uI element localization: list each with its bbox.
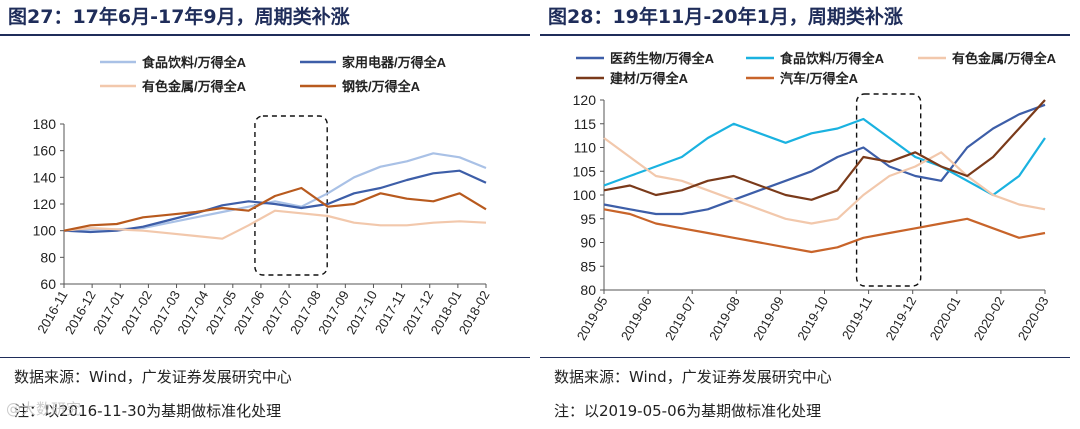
legend-label-1: 食品饮料/万得全A — [142, 55, 247, 70]
series-line-4 — [63, 186, 487, 232]
legend-label-3: 有色金属/万得全A — [952, 51, 1057, 66]
y-tick-label: 110 — [574, 140, 597, 156]
y-tick-label: 120 — [573, 92, 597, 108]
legend-label-5: 汽车/万得全A — [780, 71, 859, 86]
legend-label-2: 食品饮料/万得全A — [780, 51, 885, 66]
source-text: 数据来源：Wind，广发证券发展研究中心 — [554, 368, 832, 386]
chart-panel-1: 图27：17年6月-17年9月，周期类补涨 60 80 100 120 140 160 18… — [0, 6, 530, 420]
x-tick-label: 2019-05 — [574, 294, 611, 343]
y-tick-label: 105 — [573, 163, 597, 179]
y-tick-label: 95 — [580, 211, 596, 227]
chart-title: 图28：19年11月-20年1月，周期类补涨 — [548, 6, 903, 28]
series-line-4 — [603, 99, 1046, 201]
y-tick-label: 140 — [33, 169, 57, 185]
chart-1-svg: 60801001201401601802016-112016-122017-01… — [33, 55, 493, 337]
y-tick-label: 80 — [40, 249, 56, 265]
y-tick-label: 60 — [40, 276, 56, 292]
x-tick-label: 2019-12 — [882, 294, 919, 343]
note-text: 注：以2016-11-30为基期做标准化处理 — [14, 402, 282, 420]
series-line-2 — [63, 169, 487, 234]
title-divider — [0, 34, 530, 36]
x-tick-label: 2019-09 — [750, 294, 787, 343]
x-tick-label: 2019-11 — [839, 294, 875, 342]
y-tick-label: 100 — [33, 223, 57, 239]
x-tick-label: 2019-08 — [706, 294, 743, 343]
series-line-1 — [63, 152, 487, 232]
highlight-box — [254, 115, 328, 276]
legend-label-4: 建材/万得全A — [610, 71, 689, 86]
y-tick-label: 100 — [573, 187, 597, 203]
series-line-3 — [603, 137, 1046, 225]
watermark: @大数研究 — [6, 400, 82, 418]
y-tick-label: 180 — [33, 116, 57, 132]
series-line-5 — [603, 208, 1046, 254]
y-tick-label: 115 — [574, 116, 597, 132]
chart-panel-2: 图28：19年11月-20年1月，周期类补涨 80 85 90 95 100 105 110… — [540, 0, 1080, 429]
legend-label-1: 医药生物/万得全A — [610, 51, 715, 66]
footer-divider — [540, 357, 1070, 358]
highlight-box — [855, 93, 922, 287]
x-tick-label: 2020-02 — [971, 294, 1008, 343]
note-text: 注：以2019-05-06为基期做标准化处理 — [554, 402, 822, 420]
title-divider — [540, 34, 1070, 36]
chart-title: 图27：17年6月-17年9月，周期类补涨 — [8, 6, 350, 28]
y-tick-label: 80 — [580, 282, 596, 298]
y-tick-label: 120 — [33, 196, 57, 212]
legend-label-2: 家用电器/万得全A — [342, 55, 447, 70]
legend-label-3: 有色金属/万得全A — [142, 79, 247, 94]
x-tick-label: 2019-06 — [618, 294, 655, 343]
legend-label-4: 钢铁/万得全A — [342, 79, 421, 94]
source-text: 数据来源：Wind，广发证券发展研究中心 — [14, 368, 292, 386]
y-tick-label: 160 — [33, 143, 57, 159]
x-tick-label: 2020-01 — [927, 294, 964, 343]
footer-divider — [0, 357, 530, 358]
series-line-3 — [63, 209, 487, 240]
series-line-2 — [603, 117, 1046, 197]
y-tick-label: 90 — [580, 235, 596, 251]
x-tick-label: 2020-03 — [1015, 294, 1052, 343]
y-tick-label: 85 — [580, 258, 596, 274]
series-line-1 — [603, 103, 1046, 216]
x-tick-label: 2019-10 — [794, 294, 831, 343]
x-tick-label: 2019-07 — [662, 294, 699, 343]
